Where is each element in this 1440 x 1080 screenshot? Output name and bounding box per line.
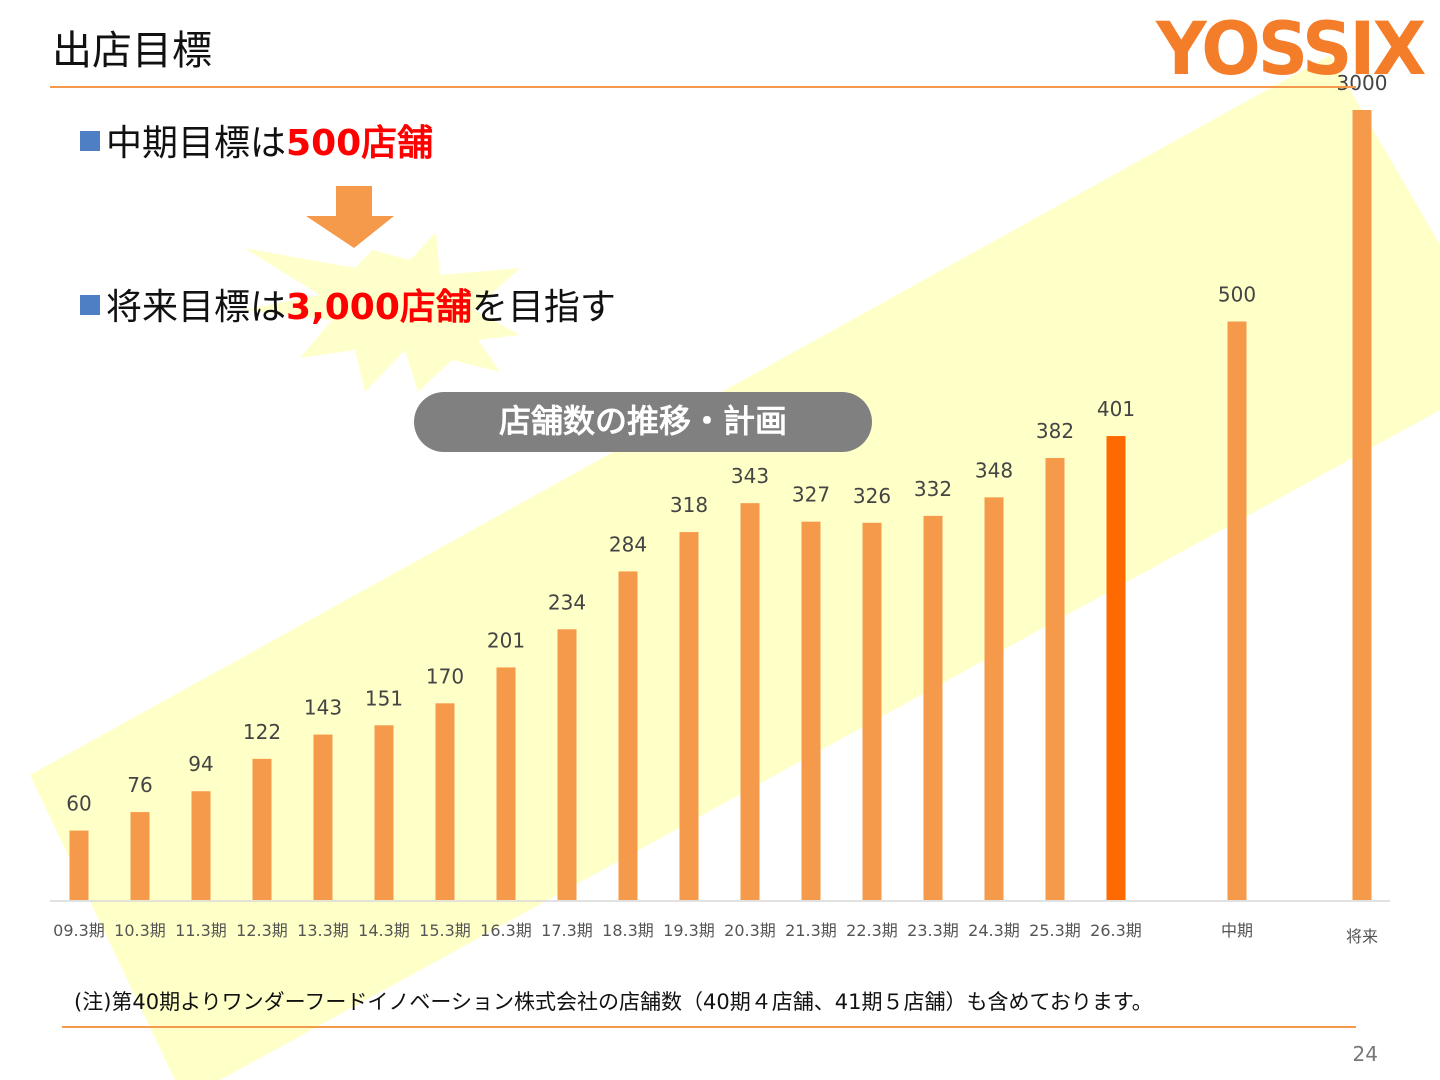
bullet-mid-term-prefix: 中期目標は: [106, 123, 287, 164]
tick-label-12: 21.3期: [785, 921, 837, 940]
bullet-long-term: 将来目標は3,000店舗を目指す: [80, 278, 616, 330]
bar-0: [69, 830, 89, 900]
data-label-6: 170: [426, 664, 464, 688]
tick-label-7: 16.3期: [480, 921, 532, 940]
bar-12: [801, 521, 821, 900]
data-label-19: 3000: [1337, 71, 1388, 95]
tick-label-1: 10.3期: [114, 921, 166, 940]
data-label-14: 332: [914, 477, 952, 501]
bar-4: [313, 734, 333, 900]
company-logo: YOSSIX: [1156, 5, 1426, 93]
bar-5: [374, 725, 394, 900]
data-label-11: 343: [731, 464, 769, 488]
tick-label-5: 14.3期: [358, 921, 410, 940]
tick-label-2: 11.3期: [175, 921, 227, 940]
data-label-1: 76: [127, 773, 152, 797]
data-label-2: 94: [188, 752, 213, 776]
tick-label-13: 22.3期: [846, 921, 898, 940]
tick-label-8: 17.3期: [541, 921, 593, 940]
page-number: 24: [1352, 1042, 1378, 1066]
data-label-17: 401: [1097, 397, 1135, 421]
data-label-18: 500: [1218, 283, 1256, 307]
tick-label-9: 18.3期: [602, 921, 654, 940]
tick-label-3: 12.3期: [236, 921, 288, 940]
data-label-0: 60: [66, 792, 91, 816]
data-label-13: 326: [853, 484, 891, 508]
bullet-long-term-suffix: を目指す: [471, 287, 616, 328]
bullet-mid-term-highlight: 500店舗: [286, 123, 434, 164]
bullet-long-term-highlight: 3,000店舗: [286, 287, 472, 328]
bullet-square-icon: [80, 131, 100, 151]
data-label-15: 348: [975, 458, 1013, 482]
tick-label-4: 13.3期: [297, 921, 349, 940]
data-label-5: 151: [365, 686, 403, 710]
bar-8: [557, 629, 577, 900]
tick-label-16: 25.3期: [1029, 921, 1081, 940]
bar-15: [984, 497, 1004, 900]
data-label-9: 284: [609, 532, 647, 556]
page-title: 出店目標: [52, 28, 212, 74]
data-label-10: 318: [670, 493, 708, 517]
bullet-mid-term: 中期目標は500店舗: [80, 114, 433, 166]
burst-shape: [244, 232, 520, 392]
bar-1: [130, 812, 150, 900]
tick-label-10: 19.3期: [663, 921, 715, 940]
tick-label-15: 24.3期: [968, 921, 1020, 940]
data-label-12: 327: [792, 483, 830, 507]
tick-label-0: 09.3期: [53, 921, 105, 940]
bullet-square-icon: [80, 295, 100, 315]
bar-11: [740, 503, 760, 900]
bar-10: [679, 532, 699, 900]
data-label-7: 201: [487, 628, 525, 652]
footnote: (注)第40期よりワンダーフードイノベーション株式会社の店舗数（40期４店舗、4…: [74, 990, 1153, 1014]
chart-caption-pill: 店舗数の推移・計画: [414, 392, 872, 452]
data-label-16: 382: [1036, 419, 1074, 443]
bar-3: [252, 758, 272, 900]
tick-label-19: 将来: [1346, 927, 1378, 946]
tick-label-11: 20.3期: [724, 921, 776, 940]
tick-label-17: 26.3期: [1090, 921, 1142, 940]
bar-18: [1227, 321, 1247, 900]
data-label-8: 234: [548, 590, 586, 614]
bar-2: [191, 791, 211, 900]
data-label-3: 122: [243, 720, 281, 744]
bar-9: [618, 571, 638, 900]
tick-label-6: 15.3期: [419, 921, 471, 940]
tick-label-18: 中期: [1221, 921, 1253, 940]
header-divider: [50, 86, 1356, 88]
footer-divider: [62, 1026, 1356, 1028]
bar-17: [1106, 436, 1126, 900]
bullet-long-term-prefix: 将来目標は: [106, 287, 287, 328]
bar-14: [923, 515, 943, 900]
bar-13: [862, 522, 882, 900]
bar-7: [496, 667, 516, 900]
tick-label-14: 23.3期: [907, 921, 959, 940]
data-label-4: 143: [304, 696, 342, 720]
down-arrow: [306, 186, 394, 248]
bar-19: [1352, 110, 1372, 900]
bar-6: [435, 703, 455, 900]
bar-16: [1045, 458, 1065, 900]
